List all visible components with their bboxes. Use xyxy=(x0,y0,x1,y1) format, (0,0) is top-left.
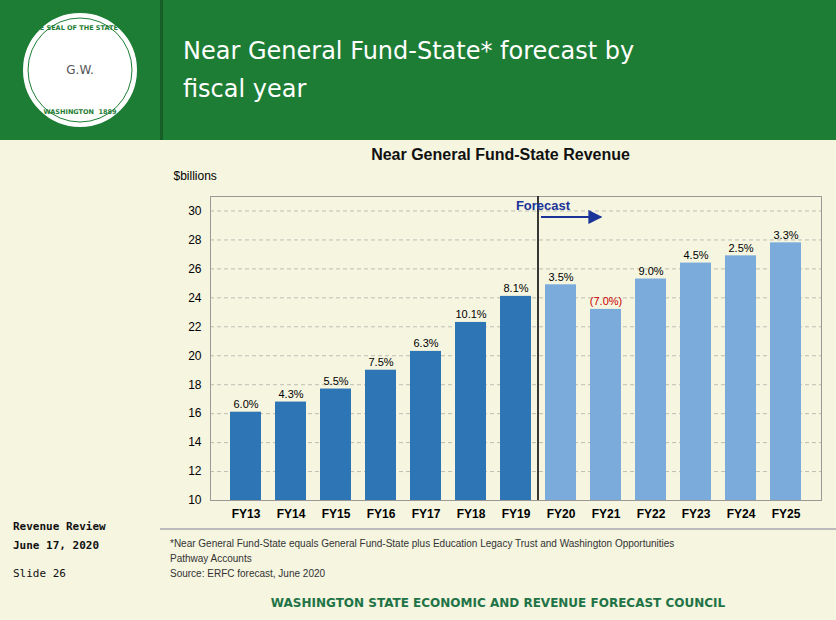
svg-text:20: 20 xyxy=(188,349,202,363)
svg-text:10.1%: 10.1% xyxy=(455,308,486,320)
html-text:Source: ERFC forecast, June 20: Source: ERFC forecast, June 2020 xyxy=(170,568,326,579)
svg-text:24: 24 xyxy=(188,291,202,305)
svg-text:16: 16 xyxy=(188,406,202,420)
svg-text:Forecast: Forecast xyxy=(516,198,571,213)
svg-text:WASHINGTON 1889: WASHINGTON 1889 xyxy=(43,108,117,116)
svg-text:12: 12 xyxy=(188,464,202,478)
svg-text:30: 30 xyxy=(188,204,202,218)
svg-text:6.3%: 6.3% xyxy=(413,337,438,349)
html-text:Revenue Review: Revenue Review xyxy=(13,519,106,533)
svg-text:FY25: FY25 xyxy=(772,507,801,521)
svg-text:10: 10 xyxy=(188,493,202,507)
svg-text:FY16: FY16 xyxy=(367,507,396,521)
svg-text:G.W.: G.W. xyxy=(66,63,93,77)
svg-text:FY24: FY24 xyxy=(727,507,756,521)
html-text:WASHINGTON STATE ECONOMIC AND: WASHINGTON STATE ECONOMIC AND REVENUE FO… xyxy=(270,596,726,610)
svg-text:5.5%: 5.5% xyxy=(323,375,348,387)
svg-text:14: 14 xyxy=(188,435,202,449)
svg-text:FY18: FY18 xyxy=(457,507,486,521)
svg-text:26: 26 xyxy=(188,262,202,276)
svg-text:2.5%: 2.5% xyxy=(728,242,753,254)
html-text:*Near General Fund-State equal: *Near General Fund-State equals General … xyxy=(170,538,675,549)
svg-text:28: 28 xyxy=(188,233,202,247)
svg-text:FY14: FY14 xyxy=(277,507,306,521)
svg-text:FY21: FY21 xyxy=(592,507,621,521)
svg-text:THE SEAL OF THE STATE OF: THE SEAL OF THE STATE OF xyxy=(30,24,130,32)
html-text:Pathway Accounts: Pathway Accounts xyxy=(170,553,252,564)
html-text:fiscal year: fiscal year xyxy=(183,75,307,103)
svg-text:$billions: $billions xyxy=(174,169,217,183)
html-text:June 17, 2020: June 17, 2020 xyxy=(13,538,100,552)
html-text:Near General Fund-State* forec: Near General Fund-State* forecast by xyxy=(183,36,635,65)
svg-text:FY13: FY13 xyxy=(232,507,261,521)
svg-text:(7.0%): (7.0%) xyxy=(590,295,622,307)
svg-text:18: 18 xyxy=(188,378,202,392)
svg-text:FY20: FY20 xyxy=(547,507,576,521)
svg-text:6.0%: 6.0% xyxy=(233,398,258,410)
svg-text:FY23: FY23 xyxy=(682,507,711,521)
svg-text:3.3%: 3.3% xyxy=(773,229,798,241)
svg-text:3.5%: 3.5% xyxy=(548,271,573,283)
svg-text:8.1%: 8.1% xyxy=(503,282,528,294)
svg-text:FY22: FY22 xyxy=(637,507,666,521)
svg-text:22: 22 xyxy=(188,320,202,334)
svg-text:7.5%: 7.5% xyxy=(368,356,393,368)
svg-text:4.5%: 4.5% xyxy=(683,249,708,261)
svg-text:4.3%: 4.3% xyxy=(278,388,303,400)
svg-text:FY17: FY17 xyxy=(412,507,441,521)
html-text:Slide 26: Slide 26 xyxy=(13,567,66,581)
html-text:Near General Fund-State Revenu: Near General Fund-State Revenue xyxy=(371,146,630,163)
svg-text:9.0%: 9.0% xyxy=(638,265,663,277)
svg-text:FY19: FY19 xyxy=(502,507,531,521)
svg-text:FY15: FY15 xyxy=(322,507,351,521)
